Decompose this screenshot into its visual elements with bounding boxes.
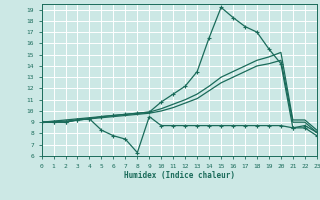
X-axis label: Humidex (Indice chaleur): Humidex (Indice chaleur): [124, 171, 235, 180]
